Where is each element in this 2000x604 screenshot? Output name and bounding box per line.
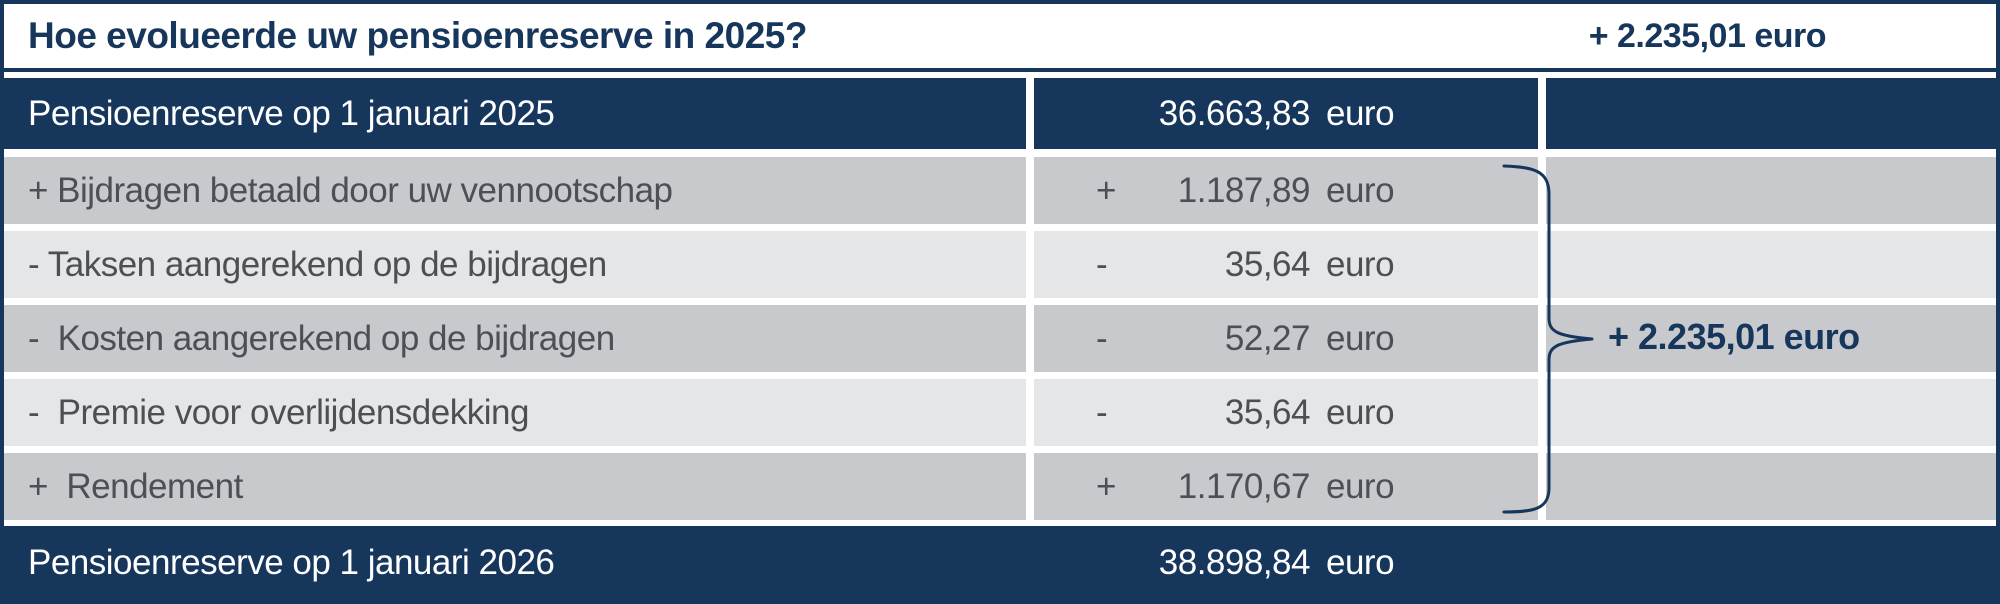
bracket-total-amount: + 2.235,01 euro [1608,316,1860,357]
column-divider [1026,157,1034,224]
closing-balance-label: Pensioenreserve op 1 januari 2026 [28,543,555,582]
detail-row: + Rendement + 1.170,67 euro [4,453,1996,520]
column-divider [1538,157,1546,224]
bracket-column-cell [1546,78,1996,149]
detail-row: - Premie voor overlijdensdekking - 35,64… [4,379,1996,446]
detail-row-value: - 35,64 euro [1034,379,1538,446]
value-amount: 1.187,89 [1177,170,1311,210]
detail-row-value: + 1.170,67 euro [1034,453,1538,520]
bracket-column-cell [1546,526,1996,600]
bracket-column-cell [1546,157,1996,224]
title-bar: Hoe evolueerde uw pensioenreserve in 202… [4,4,1996,72]
detail-row-value: + 1.187,89 euro [1034,157,1538,224]
bracket-column-cell [1546,453,1996,520]
detail-row-value: - 35,64 euro [1034,231,1538,298]
column-divider [1026,379,1034,446]
closing-balance-row: Pensioenreserve op 1 januari 2026 38.898… [4,526,1996,600]
value-unit: euro [1326,318,1395,358]
value-sign: - [1096,244,1108,284]
detail-row-value: - 52,27 euro [1034,305,1538,372]
opening-balance-label: Pensioenreserve op 1 januari 2025 [28,93,555,133]
value-unit: euro [1326,170,1395,210]
detail-row-label: - Premie voor overlijdensdekking [28,392,529,432]
bracket-column-cell [1546,231,1996,298]
column-divider [1026,526,1034,600]
bracket-column-cell [1546,379,1996,446]
column-divider [1538,453,1546,520]
value-unit: euro [1326,93,1395,133]
closing-balance-value: 38.898,84 euro [1034,526,1538,600]
detail-row: - Taksen aangerekend op de bijdragen - 3… [4,231,1996,298]
opening-balance-value: 36.663,83 euro [1034,78,1538,149]
detail-row: - Kosten aangerekend op de bijdragen - 5… [4,305,1996,372]
detail-row-label: - Kosten aangerekend op de bijdragen [28,318,615,358]
year-total-amount: + 2.235,01 euro [1588,16,1827,55]
detail-row-label: - Taksen aangerekend op de bijdragen [28,244,607,284]
opening-balance-row: Pensioenreserve op 1 januari 2025 36.663… [4,78,1996,149]
column-divider [1026,305,1034,372]
column-divider [1538,526,1546,600]
value-amount: 38.898,84 [1158,543,1311,582]
value-unit: euro [1326,392,1395,432]
detail-row: + Bijdragen betaald door uw vennootschap… [4,157,1996,224]
detail-row-label: + Rendement [28,466,243,506]
value-amount: 35,64 [1224,244,1311,284]
value-sign: + [1096,466,1116,506]
value-amount: 52,27 [1224,318,1311,358]
column-divider [1538,78,1546,149]
value-amount: 35,64 [1224,392,1311,432]
column-divider [1026,453,1034,520]
column-divider [1026,78,1034,149]
value-sign: + [1096,170,1116,210]
value-unit: euro [1326,466,1395,506]
value-amount: 36.663,83 [1158,93,1311,133]
value-unit: euro [1326,244,1395,284]
value-unit: euro [1326,543,1395,582]
value-amount: 1.170,67 [1177,466,1311,506]
column-divider [1538,379,1546,446]
column-divider [1538,231,1546,298]
page-title: Hoe evolueerde uw pensioenreserve in 202… [28,15,807,56]
value-sign: - [1096,392,1108,432]
value-sign: - [1096,318,1108,358]
column-divider [1026,231,1034,298]
column-divider [1538,305,1546,372]
detail-row-label: + Bijdragen betaald door uw vennootschap [28,170,673,210]
